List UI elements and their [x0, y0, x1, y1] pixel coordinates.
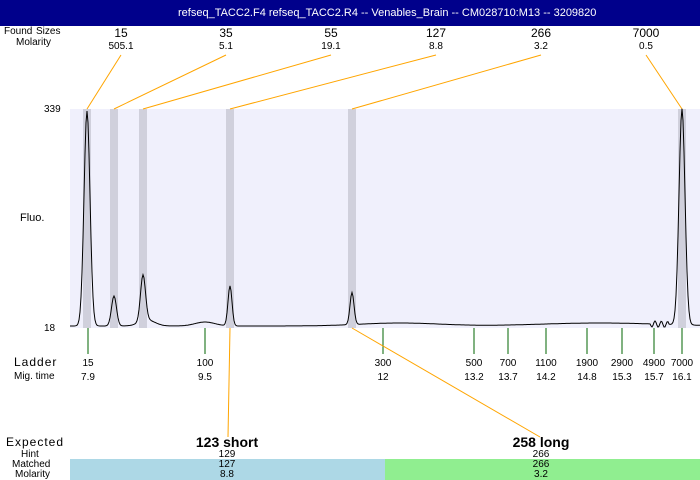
ladder-mig-time: 7.9: [81, 372, 95, 383]
molarity-value: 8.8: [220, 469, 234, 480]
found-size: 7000: [632, 26, 660, 40]
found-size: 35: [219, 26, 233, 40]
ladder-size: 7000: [670, 358, 694, 369]
hint-value: 266: [532, 449, 550, 460]
ladder-mig-time: 14.8: [577, 372, 597, 383]
window-title: refseq_TACC2.F4 refseq_TACC2.R4 -- Venab…: [178, 7, 597, 19]
matched-value: 266: [532, 459, 550, 470]
found-molarity: 8.8: [429, 41, 443, 52]
plot-area: [70, 109, 700, 328]
found-molarity: 3.2: [534, 41, 548, 52]
molarity-row-label: Molarity: [15, 469, 51, 480]
peak-band: [83, 109, 91, 328]
peak-band: [110, 109, 118, 328]
molarity-value: 3.2: [534, 469, 548, 480]
hint-label: Hint: [21, 449, 39, 460]
ladder-size: 1900: [575, 358, 599, 369]
peak-band: [139, 109, 147, 328]
sizes-label: Sizes: [36, 26, 61, 37]
expected-connector: [351, 327, 541, 438]
peak-connector: [229, 54, 437, 110]
fluorescence-trace: [70, 108, 700, 328]
ladder-mig-time: 14.2: [536, 372, 556, 383]
y-tick-max: 339: [44, 104, 61, 115]
found-size: 55: [324, 26, 338, 40]
ladder-mig-time: 15.7: [644, 372, 664, 383]
expected-label: Expected: [6, 435, 65, 449]
ladder-size: 700: [499, 358, 517, 369]
peak-connector: [351, 54, 542, 110]
found-size: 266: [530, 26, 552, 40]
ladder-label: Ladder: [14, 355, 58, 369]
matched-label: Matched: [12, 459, 51, 470]
ladder-mig-time: 15.3: [612, 372, 632, 383]
title-bar: refseq_TACC2.F4 refseq_TACC2.R4 -- Venab…: [0, 0, 700, 26]
hint-value: 129: [218, 449, 236, 460]
found-molarity: 0.5: [639, 41, 653, 52]
peak-connector: [113, 54, 227, 110]
mig-time-label: Mig. time: [14, 371, 55, 382]
ladder-size: 2900: [610, 358, 634, 369]
short-product-bar: [70, 459, 385, 480]
peak-connector: [86, 54, 122, 110]
ladder-size: 1100: [535, 358, 557, 369]
ladder-mig-time: 13.7: [498, 372, 518, 383]
ladder-size: 4900: [642, 358, 666, 369]
y-axis-label: Fluo.: [20, 212, 45, 224]
matched-value: 127: [218, 459, 236, 470]
peak-connector: [142, 54, 332, 110]
found-size: 127: [425, 26, 447, 40]
y-tick-min: 18: [44, 323, 56, 334]
ladder-mig-time: 16.1: [672, 372, 692, 383]
long-product-bar: [385, 459, 700, 480]
found-molarity: 5.1: [219, 41, 233, 52]
peak-band: [226, 109, 234, 328]
peak-band: [678, 109, 686, 328]
expected-connector: [227, 327, 231, 438]
found-size: 15: [114, 26, 128, 40]
ladder-size: 300: [374, 358, 392, 369]
expected-product-label: 123 short: [195, 434, 259, 450]
ladder-size: 15: [82, 358, 94, 369]
peak-band: [348, 109, 356, 328]
expected-product-label: 258 long: [512, 434, 570, 450]
molarity-label: Molarity: [16, 37, 52, 48]
found-label: Found: [4, 26, 33, 37]
found-molarity: 19.1: [321, 41, 341, 52]
peak-connector: [645, 54, 683, 110]
ladder-mig-time: 13.2: [464, 372, 484, 383]
ladder-mig-time: 12: [377, 372, 389, 383]
ladder-size: 500: [465, 358, 483, 369]
ladder-mig-time: 9.5: [198, 372, 212, 383]
ladder-size: 100: [196, 358, 214, 369]
found-molarity: 505.1: [108, 41, 134, 52]
